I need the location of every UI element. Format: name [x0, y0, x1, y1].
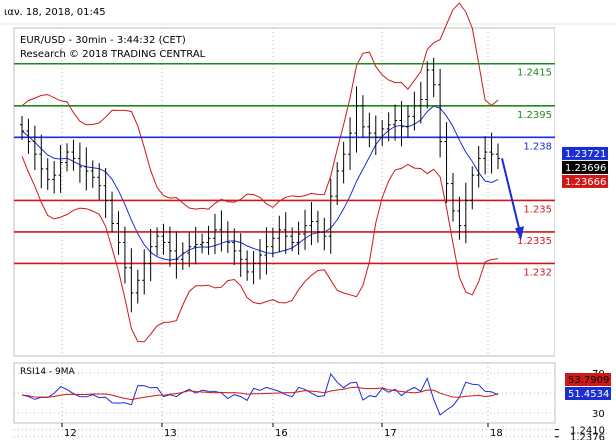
time-tick-label: 13: [164, 428, 177, 439]
time-tick-label: 12: [64, 428, 77, 439]
header-divider: [0, 23, 616, 25]
level-label: 1.2335: [517, 236, 552, 247]
price-badges: 1.23721 1.23696 1.23666: [562, 147, 608, 188]
price-panel-frame: [14, 28, 555, 356]
time-axis-ticks: 12 13 16 17 18: [62, 423, 503, 439]
rsi-badge-label: 53.7909: [568, 375, 609, 386]
price-badge-label: 1.23666: [565, 177, 606, 188]
time-tick-label: 16: [275, 428, 288, 439]
rsi-tick-label: 30: [592, 409, 605, 420]
price-badge-label: 1.23696: [565, 163, 606, 174]
rsi-title: RSI14 - 9MA: [20, 367, 76, 377]
time-tick-label: 18: [490, 428, 503, 439]
price-badge-label: 1.23721: [565, 149, 606, 160]
price-axis: [555, 28, 616, 356]
level-label: 1.2395: [517, 110, 552, 121]
time-tick-label: 17: [384, 428, 397, 439]
rsi-badges: 53.7909 51.4534: [565, 373, 611, 400]
level-label: 1.232: [523, 267, 552, 278]
chart-subtitle: Research © 2018 TRADING CENTRAL: [20, 49, 206, 60]
timestamp-text: ιαν. 18, 2018, 01:45: [4, 7, 106, 18]
chart-title: EUR/USD - 30min - 3:44:32 (CET): [20, 35, 186, 46]
rsi-badge-label: 51.4534: [568, 389, 609, 400]
level-label: 1.238: [523, 141, 552, 152]
level-label: 1.2415: [517, 68, 552, 79]
level-label: 1.235: [523, 204, 552, 215]
